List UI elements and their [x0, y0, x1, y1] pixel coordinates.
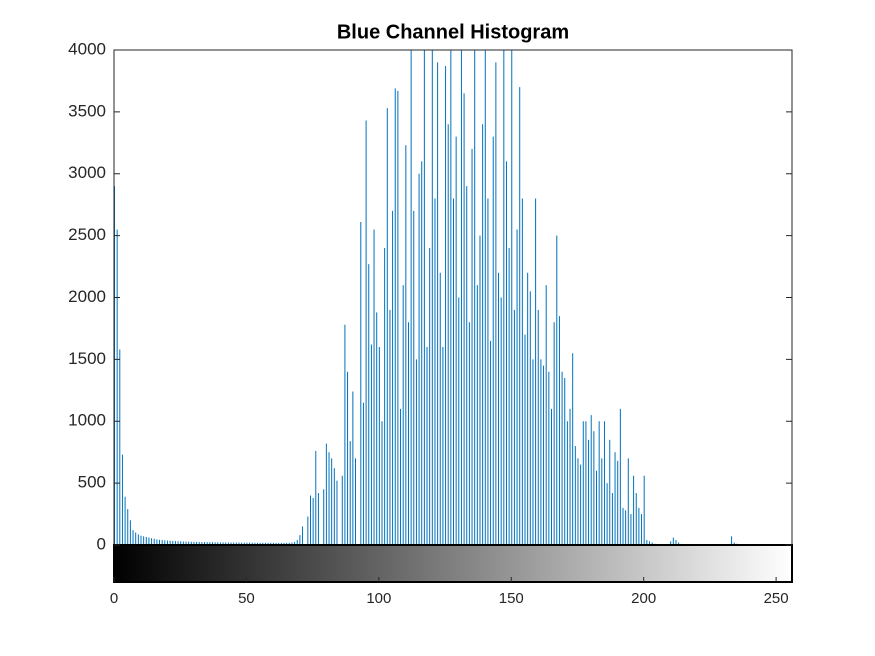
x-tick-label: 100 — [366, 590, 391, 607]
y-tick-label: 500 — [78, 473, 106, 492]
x-tick-label: 150 — [499, 590, 524, 607]
y-tick-label: 3000 — [68, 163, 106, 182]
y-tick-label: 1500 — [68, 349, 106, 368]
x-tick-label: 50 — [238, 590, 255, 607]
y-tick-label: 3500 — [68, 101, 106, 120]
y-tick-label: 1000 — [68, 411, 106, 430]
chart-title: Blue Channel Histogram — [337, 21, 569, 43]
stems — [114, 50, 738, 545]
x-tick-label: 0 — [110, 590, 118, 607]
gray-colorbar — [113, 544, 793, 583]
y-tick-label: 2500 — [68, 225, 106, 244]
y-tick-label: 0 — [97, 534, 106, 553]
x-tick-label: 250 — [764, 590, 789, 607]
y-tick-label: 4000 — [68, 39, 106, 58]
y-tick-label: 2000 — [68, 287, 106, 306]
x-tick-label: 200 — [631, 590, 656, 607]
